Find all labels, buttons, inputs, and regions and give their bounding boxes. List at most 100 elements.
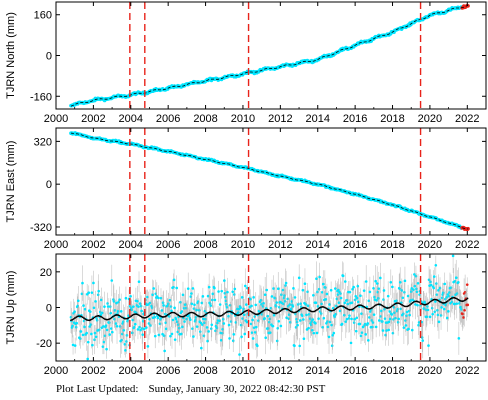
x-tick-label: 2000: [44, 365, 68, 377]
data-point: [202, 317, 205, 321]
data-point: [381, 329, 385, 332]
x-tick-label: 2012: [268, 113, 292, 125]
data-point: [328, 320, 332, 324]
data-point: [297, 276, 301, 280]
y-axis-label: TJRN Up (mm): [5, 271, 17, 345]
model-point: [110, 316, 113, 319]
model-point: [391, 304, 394, 307]
data-point: [220, 289, 224, 293]
x-tick-label: 2014: [305, 113, 329, 125]
model-point: [231, 311, 233, 314]
data-point: [368, 290, 372, 294]
data-point: [351, 287, 354, 291]
data-point: [245, 303, 248, 306]
model-point: [183, 315, 186, 317]
model-point: [177, 314, 180, 317]
data-point: [94, 300, 97, 303]
data-point: [339, 296, 343, 300]
data-point: [416, 281, 420, 285]
data-point: [213, 286, 216, 290]
data-layer: [69, 131, 470, 232]
model-point: [446, 300, 449, 302]
data-point: [348, 314, 351, 317]
data-point: [169, 334, 172, 338]
data-point: [200, 301, 204, 305]
data-point: [145, 326, 148, 329]
data-point: [332, 331, 336, 335]
model-point: [118, 314, 121, 317]
x-tick-label: 2020: [418, 113, 442, 125]
data-point: [195, 308, 198, 312]
data-point: [425, 315, 429, 319]
data-point: [189, 318, 192, 322]
model-point: [127, 317, 130, 319]
data-point: [81, 281, 84, 285]
data-point: [358, 322, 362, 326]
data-point: [312, 331, 316, 335]
data-point: [436, 308, 439, 312]
data-point: [132, 325, 136, 329]
model-point: [147, 315, 150, 318]
model-point: [121, 316, 123, 319]
model-point: [448, 299, 451, 301]
data-point: [371, 321, 375, 324]
data-point: [191, 327, 194, 330]
data-point: [337, 288, 340, 292]
data-point: [161, 301, 165, 305]
data-point: [245, 320, 249, 324]
model-point: [436, 299, 439, 302]
data-point: [315, 331, 319, 335]
data-point: [275, 339, 279, 343]
model-point: [433, 298, 436, 301]
data-point: [450, 300, 454, 304]
y-tick-label: 0: [46, 179, 52, 191]
model-point: [193, 312, 195, 315]
data-point: [238, 353, 241, 356]
model-point: [101, 316, 104, 319]
model-point: [268, 309, 271, 312]
model-point: [199, 315, 202, 318]
model-point: [262, 309, 265, 312]
data-point: [315, 277, 318, 281]
data-point: [437, 289, 440, 292]
model-point: [71, 318, 74, 321]
data-point: [209, 327, 213, 330]
data-point: [414, 303, 417, 306]
data-point: [439, 314, 443, 317]
data-point: [426, 308, 430, 312]
model-point: [220, 314, 223, 317]
data-point: [412, 288, 415, 291]
model-point: [278, 311, 280, 313]
model-point: [80, 315, 83, 318]
data-point: [361, 325, 365, 329]
data-point: [242, 307, 246, 311]
model-point: [411, 301, 414, 304]
data-point: [137, 280, 141, 284]
data-point: [76, 299, 80, 303]
data-point: [118, 298, 121, 301]
data-point: [106, 305, 110, 308]
data-point: [153, 334, 157, 338]
plot-frame: [55, 127, 487, 236]
model-point: [274, 312, 277, 315]
data-point: [115, 324, 119, 328]
model-point: [339, 305, 342, 307]
data-point: [280, 293, 283, 296]
data-point: [298, 344, 302, 348]
model-point: [143, 316, 146, 319]
data-point: [398, 287, 402, 290]
data-point: [447, 310, 450, 313]
data-point: [372, 313, 376, 316]
y-tick-label: -320: [30, 222, 52, 234]
data-point: [275, 301, 278, 304]
model-point: [276, 311, 279, 314]
data-point: [222, 322, 226, 325]
model-point: [176, 313, 178, 316]
data-point: [243, 332, 247, 336]
data-point: [383, 307, 386, 311]
data-point: [334, 287, 337, 290]
data-point: [355, 296, 359, 300]
data-point: [259, 298, 263, 302]
model-point: [299, 308, 301, 311]
data-point: [389, 281, 393, 284]
